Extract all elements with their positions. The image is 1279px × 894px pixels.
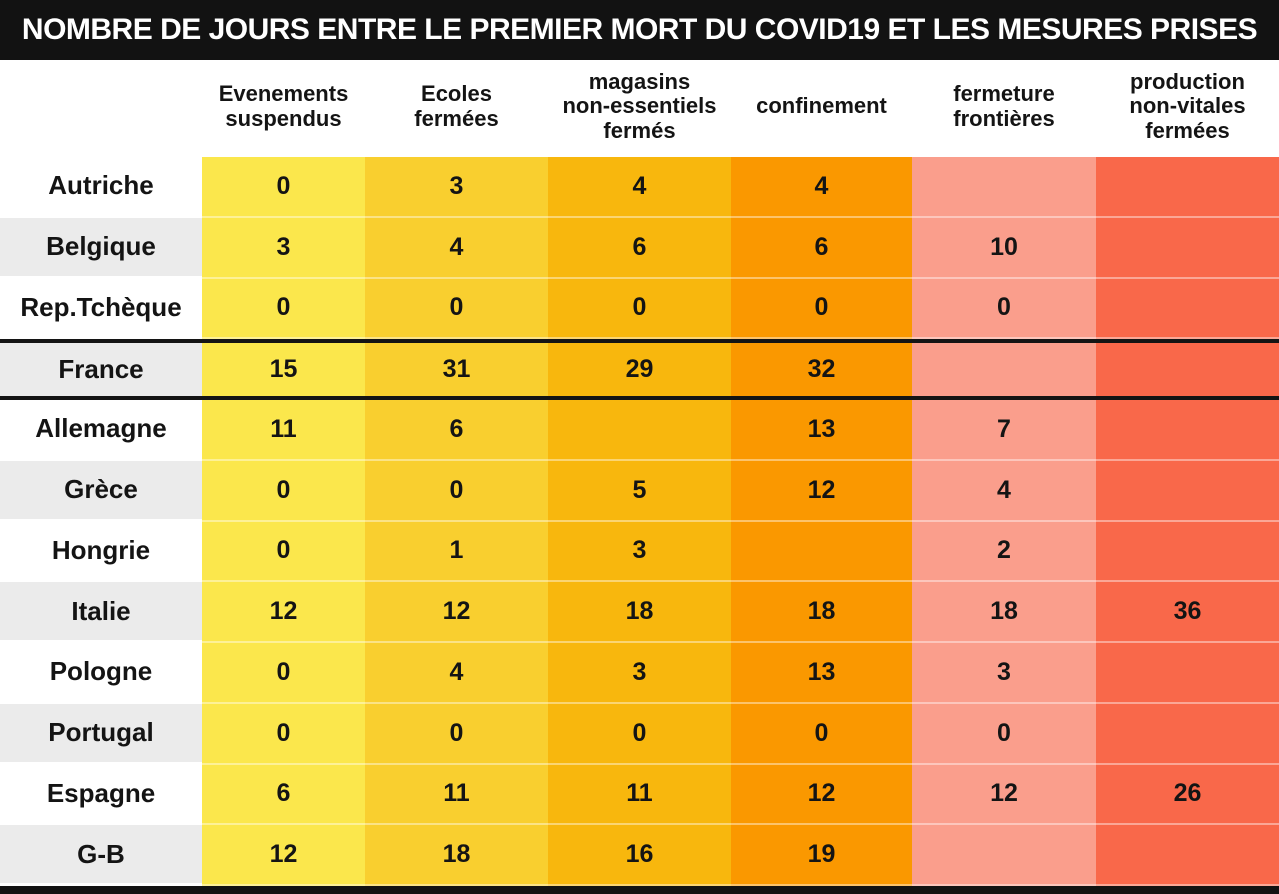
table-cell — [731, 521, 912, 583]
table-cell: 12 — [912, 764, 1096, 826]
table-cell — [1096, 703, 1279, 765]
table-cell: 0 — [365, 703, 548, 765]
table-cell: 13 — [731, 643, 912, 704]
table-cell — [1096, 339, 1279, 400]
table-cell: 6 — [202, 764, 365, 826]
table-cell — [1096, 157, 1279, 218]
title-bar: NOMBRE DE JOURS ENTRE LE PREMIER MORT DU… — [0, 0, 1279, 60]
column-header-fermeture-frontieres: fermeture frontières — [912, 60, 1096, 157]
table-cell: 10 — [912, 217, 1096, 279]
table-cell: 0 — [548, 703, 731, 765]
table-cell: 0 — [731, 703, 912, 765]
table-cell: 26 — [1096, 764, 1279, 826]
table-cell: 0 — [202, 278, 365, 340]
table-cell: 11 — [548, 764, 731, 826]
table-cell — [548, 400, 731, 461]
table-cell: 11 — [365, 764, 548, 826]
table-cell: 0 — [202, 643, 365, 704]
country-label: France — [0, 339, 202, 400]
table-cell: 5 — [548, 460, 731, 522]
table-cell — [912, 339, 1096, 400]
table-cell: 6 — [548, 217, 731, 279]
column-header-magasins-non-essentiels: magasins non-essentiels fermés — [548, 60, 731, 157]
table-cell: 11 — [202, 400, 365, 461]
country-label: Autriche — [0, 157, 202, 218]
table-cell: 13 — [731, 400, 912, 461]
country-label: Belgique — [0, 217, 202, 279]
table-cell: 31 — [365, 339, 548, 400]
table-cell: 2 — [912, 521, 1096, 583]
table-cell: 29 — [548, 339, 731, 400]
table-cell: 0 — [202, 460, 365, 522]
table-cell: 3 — [202, 217, 365, 279]
table-cell — [1096, 400, 1279, 461]
table-cell: 4 — [731, 157, 912, 218]
column-header-production-non-vitales: production non-vitales fermées — [1096, 60, 1279, 157]
table-cell: 7 — [912, 400, 1096, 461]
country-label: Espagne — [0, 764, 202, 826]
table-cell: 12 — [731, 460, 912, 522]
table-cell: 0 — [912, 278, 1096, 340]
table-cell: 4 — [548, 157, 731, 218]
country-label: Pologne — [0, 643, 202, 704]
table-cell: 4 — [365, 217, 548, 279]
table-cell: 0 — [912, 703, 1096, 765]
table-cell: 1 — [365, 521, 548, 583]
country-label: Italie — [0, 582, 202, 643]
table-cell: 12 — [202, 825, 365, 886]
table-cell: 3 — [365, 157, 548, 218]
table-cell: 12 — [731, 764, 912, 826]
table-cell: 0 — [202, 157, 365, 218]
column-header-evenements-suspendus: Evenements suspendus — [202, 60, 365, 157]
table-cell: 36 — [1096, 582, 1279, 643]
table-cell: 3 — [548, 521, 731, 583]
country-label: Portugal — [0, 703, 202, 765]
country-label: Allemagne — [0, 400, 202, 461]
table-cell: 0 — [202, 521, 365, 583]
table-cell: 18 — [912, 582, 1096, 643]
table-cell: 32 — [731, 339, 912, 400]
column-header-confinement: confinement — [731, 60, 912, 157]
table-cell: 4 — [365, 643, 548, 704]
table-cell: 18 — [731, 582, 912, 643]
table-cell — [1096, 460, 1279, 522]
table-cell: 0 — [548, 278, 731, 340]
table-cell: 12 — [202, 582, 365, 643]
table-cell: 18 — [548, 582, 731, 643]
table-corner-cell — [0, 60, 202, 157]
table-cell — [1096, 278, 1279, 340]
table-cell: 19 — [731, 825, 912, 886]
bottom-black-strip — [0, 886, 1279, 894]
country-label: Grèce — [0, 460, 202, 522]
data-table: Evenements suspendus Ecoles fermées maga… — [0, 60, 1279, 886]
country-label: Rep.Tchèque — [0, 278, 202, 340]
table-cell: 12 — [365, 582, 548, 643]
table-cell: 6 — [365, 400, 548, 461]
table-cell: 0 — [202, 703, 365, 765]
table-cell: 3 — [912, 643, 1096, 704]
table-cell: 15 — [202, 339, 365, 400]
table-cell: 0 — [365, 460, 548, 522]
country-label: G-B — [0, 825, 202, 886]
table-cell: 3 — [548, 643, 731, 704]
column-header-ecoles-fermees: Ecoles fermées — [365, 60, 548, 157]
country-label: Hongrie — [0, 521, 202, 583]
table-cell — [1096, 825, 1279, 886]
table-cell: 18 — [365, 825, 548, 886]
page-title: NOMBRE DE JOURS ENTRE LE PREMIER MORT DU… — [21, 13, 1258, 46]
table-cell — [1096, 217, 1279, 279]
table-cell: 0 — [365, 278, 548, 340]
table-cell — [912, 825, 1096, 886]
table-cell: 0 — [731, 278, 912, 340]
table-cell: 16 — [548, 825, 731, 886]
table-cell: 4 — [912, 460, 1096, 522]
table-cell — [1096, 521, 1279, 583]
table-cell — [1096, 643, 1279, 704]
table-cell — [912, 157, 1096, 218]
table-cell: 6 — [731, 217, 912, 279]
